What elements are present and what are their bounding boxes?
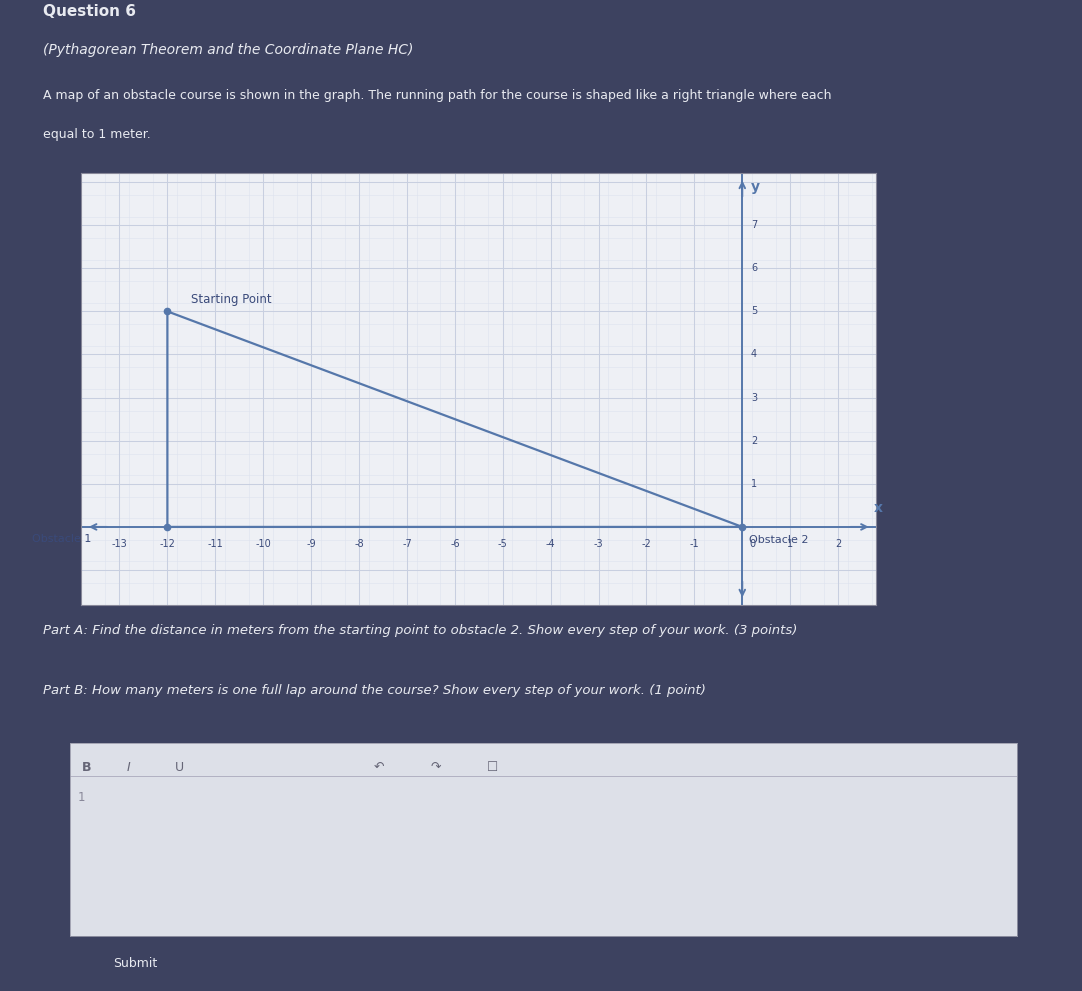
Text: -8: -8 xyxy=(354,539,364,549)
Text: -1: -1 xyxy=(689,539,699,549)
Text: equal to 1 meter.: equal to 1 meter. xyxy=(43,129,151,142)
Text: A map of an obstacle course is shown in the graph. The running path for the cour: A map of an obstacle course is shown in … xyxy=(43,89,832,102)
Text: Question 6: Question 6 xyxy=(43,4,136,19)
Text: Obstacle 2: Obstacle 2 xyxy=(750,535,809,545)
Text: U: U xyxy=(174,761,184,774)
Text: -12: -12 xyxy=(159,539,175,549)
Text: 4: 4 xyxy=(751,350,757,360)
Text: -7: -7 xyxy=(403,539,412,549)
Text: x: x xyxy=(874,500,883,515)
Text: Starting Point: Starting Point xyxy=(192,293,272,306)
Text: 2: 2 xyxy=(835,539,841,549)
Text: I: I xyxy=(128,761,131,774)
Text: -6: -6 xyxy=(450,539,460,549)
Text: -3: -3 xyxy=(594,539,604,549)
Text: 6: 6 xyxy=(751,264,757,274)
Text: 1: 1 xyxy=(751,479,757,489)
Text: -9: -9 xyxy=(306,539,316,549)
Text: -2: -2 xyxy=(642,539,651,549)
Text: 2: 2 xyxy=(751,436,757,446)
Text: 1: 1 xyxy=(787,539,793,549)
Text: Part A: Find the distance in meters from the starting point to obstacle 2. Show : Part A: Find the distance in meters from… xyxy=(43,624,797,637)
Text: ☐: ☐ xyxy=(487,761,498,774)
Text: 5: 5 xyxy=(751,306,757,316)
Text: Obstacle 1: Obstacle 1 xyxy=(32,534,92,544)
Text: Submit: Submit xyxy=(114,957,157,970)
Text: B: B xyxy=(82,761,91,774)
Text: 1: 1 xyxy=(78,791,85,804)
Text: Part B: How many meters is one full lap around the course? Show every step of yo: Part B: How many meters is one full lap … xyxy=(43,685,707,698)
Text: 7: 7 xyxy=(751,220,757,230)
Text: 0: 0 xyxy=(750,539,755,549)
Text: -5: -5 xyxy=(498,539,507,549)
Text: ↶: ↶ xyxy=(373,761,384,774)
Text: ↷: ↷ xyxy=(430,761,440,774)
Text: -11: -11 xyxy=(208,539,223,549)
Text: -13: -13 xyxy=(111,539,128,549)
Text: -4: -4 xyxy=(545,539,555,549)
Text: 3: 3 xyxy=(751,392,757,402)
Text: -10: -10 xyxy=(255,539,272,549)
Text: (Pythagorean Theorem and the Coordinate Plane HC): (Pythagorean Theorem and the Coordinate … xyxy=(43,43,413,56)
Text: y: y xyxy=(751,180,760,194)
